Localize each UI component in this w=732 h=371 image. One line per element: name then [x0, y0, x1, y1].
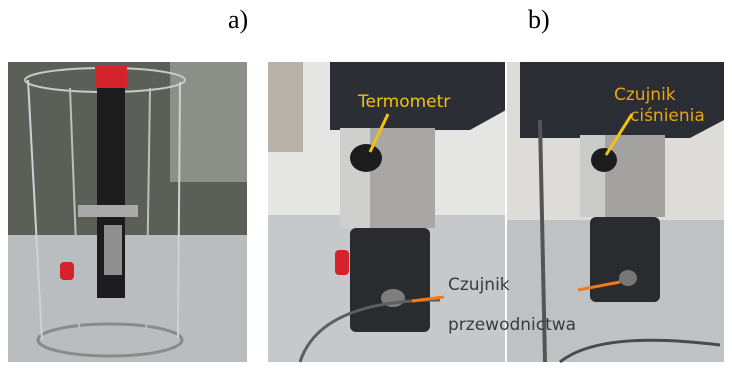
annotation-text: ciśnienia	[630, 106, 705, 126]
annotation-text: przewodnictwa	[448, 315, 576, 335]
panel-label: a)	[228, 5, 248, 34]
panel-label: b)	[528, 5, 550, 34]
annotation-text: Czujnik	[614, 85, 676, 105]
photo-a	[8, 62, 247, 362]
figure: a) b)	[0, 0, 732, 371]
annotation-text: Czujnik	[448, 275, 510, 295]
annotation-text: Termometr	[357, 92, 450, 112]
